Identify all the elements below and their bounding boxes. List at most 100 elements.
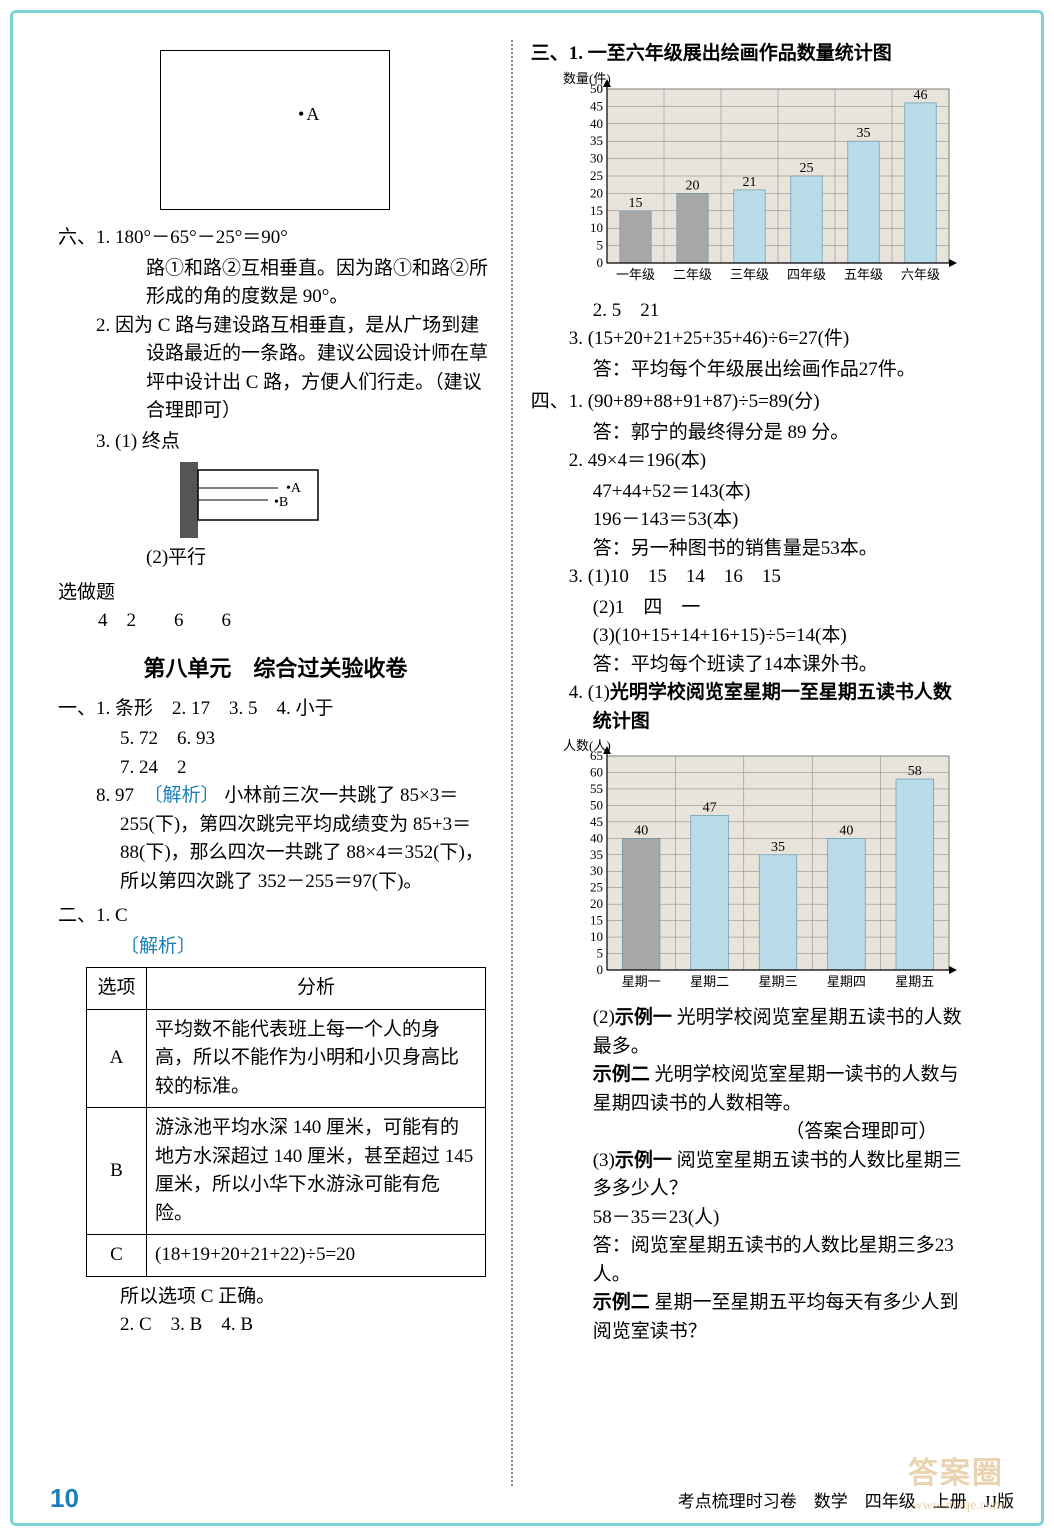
svg-text:58: 58 xyxy=(908,764,922,779)
page-footer: 10 考点梳理时习卷 数学 四年级 上册 JJ版 xyxy=(50,1479,1014,1518)
p3a-tag: 示例一 xyxy=(615,1150,672,1171)
yi-q8: 8. 97 〔解析〕 小林前三次一共跳了 85×3＝255(下)，第四次跳完平均… xyxy=(58,782,493,896)
six-q1-line2: 路①和路②互相垂直。因为路①和路②所形成的角的度数是 90°。 xyxy=(58,255,493,312)
six-q3-p2l: (2) xyxy=(146,547,168,568)
svg-text:25: 25 xyxy=(800,161,814,176)
six-q2-text: 因为 C 路与建设路互相垂直，是从广场到建设路最近的一条路。建议公园设计师在草坪… xyxy=(115,315,488,422)
svg-text:0: 0 xyxy=(597,255,604,270)
p3b-tag: 示例二 xyxy=(593,1292,650,1313)
six-q3-num: 3. xyxy=(96,431,110,452)
svg-text:25: 25 xyxy=(590,880,603,895)
table-row: C (18+19+20+21+22)÷5=20 xyxy=(87,1235,486,1277)
svg-text:21: 21 xyxy=(743,174,757,189)
svg-text:40: 40 xyxy=(634,823,648,838)
san-q3-line1: 3. (15+20+21+25+35+46)÷6=27(件) xyxy=(569,328,850,349)
svg-text:五年级: 五年级 xyxy=(844,267,883,282)
si-q4-p2-note: （答案合理即可） xyxy=(531,1118,968,1147)
svg-text:星期四: 星期四 xyxy=(827,974,866,989)
figure-box: A xyxy=(160,50,390,210)
table-row: A 平均数不能代表班上每一个人的身高，所以不能作为小明和小贝身高比较的标准。 xyxy=(87,1009,486,1108)
svg-text:40: 40 xyxy=(839,823,853,838)
six-q3-p1l: (1) xyxy=(115,431,137,452)
svg-text:10: 10 xyxy=(590,220,603,235)
svg-text:40: 40 xyxy=(590,830,603,845)
san-q1-title: 三、1. 一至六年级展出绘画作品数量统计图 xyxy=(531,40,968,69)
svg-text:40: 40 xyxy=(590,115,603,130)
chart2-svg: 05101520253035404550556065人数(人)40星期一47星期… xyxy=(559,738,959,998)
cell-a: A xyxy=(87,1009,147,1108)
si-q4-p3-ans: 答：阅览室星期五读书的人数比星期三多23人。 xyxy=(531,1232,968,1289)
si-q4-p2a: (2)示例一 光明学校阅览室星期五读书的人数最多。 xyxy=(531,1004,968,1061)
six-q2: 2. 因为 C 路与建设路互相垂直，是从广场到建设路最近的一条路。建议公园设计师… xyxy=(58,312,493,426)
si-q2-l1: 2. 49×4＝196(本) xyxy=(531,447,968,476)
svg-text:35: 35 xyxy=(590,133,603,148)
er-q1: 二、1. C xyxy=(58,902,493,931)
si-q4-p2b: 示例二 光明学校阅览室星期一读书的人数与星期四读书的人数相等。 xyxy=(531,1061,968,1118)
san-q3-l1: 3. (15+20+21+25+35+46)÷6=27(件) xyxy=(531,325,968,354)
svg-text:0: 0 xyxy=(597,962,604,977)
svg-text:三年级: 三年级 xyxy=(730,267,769,282)
p2a-tag: 示例一 xyxy=(615,1007,672,1028)
optional-label: 选做题 xyxy=(58,579,493,608)
si-q3-l3: (3)(10+15+14+16+15)÷5=14(本) xyxy=(531,622,968,651)
er-rest: 2. C 3. B 4. B xyxy=(58,1311,493,1340)
svg-text:•A: •A xyxy=(286,481,302,496)
svg-text:星期二: 星期二 xyxy=(690,974,729,989)
svg-text:星期三: 星期三 xyxy=(759,974,798,989)
si-q2-l2: 47+44+52＝143(本) xyxy=(531,478,968,507)
svg-text:10: 10 xyxy=(590,929,603,944)
si-q4-num: 4. xyxy=(569,682,583,703)
yi-line2: 5. 72 6. 93 xyxy=(58,725,493,754)
watermark-sub: www.mxqe.com xyxy=(912,1495,1004,1516)
svg-text:•B: •B xyxy=(274,495,288,510)
page-number: 10 xyxy=(50,1479,79,1518)
mini-diagram: •A •B xyxy=(178,460,338,540)
yi-q8-num: 8. xyxy=(96,785,110,806)
svg-text:35: 35 xyxy=(857,126,871,141)
si-q4-p3a: (3)示例一 阅览室星期五读书的人数比星期三多多少人？ xyxy=(531,1147,968,1204)
svg-text:46: 46 xyxy=(914,87,928,102)
svg-text:20: 20 xyxy=(686,178,700,193)
si-q1: 四、1. (90+89+88+91+87)÷5=89(分) xyxy=(531,388,968,417)
chart1-svg: 05101520253035404550数量(件)15一年级20二年级21三年级… xyxy=(559,71,959,291)
si-q2-l3: 196－143＝53(本) xyxy=(531,506,968,535)
six-q1-line1: 180°－65°－25°＝90° xyxy=(115,227,288,248)
cell-c-text: (18+19+20+21+22)÷5=20 xyxy=(147,1235,486,1277)
svg-text:15: 15 xyxy=(590,913,603,928)
svg-text:20: 20 xyxy=(590,185,603,200)
si-q2-line1: 2. 49×4＝196(本) xyxy=(569,450,706,471)
svg-text:一年级: 一年级 xyxy=(616,267,655,282)
p2b-tag: 示例二 xyxy=(593,1064,650,1085)
chart1-title: 一至六年级展出绘画作品数量统计图 xyxy=(588,43,892,64)
p3a-label: (3) xyxy=(593,1150,615,1171)
six-q1-num: 1. xyxy=(96,227,110,248)
analysis-tag: 〔解析〕 xyxy=(153,785,220,806)
right-column: 三、1. 一至六年级展出绘画作品数量统计图 051015202530354045… xyxy=(513,40,976,1486)
er-q1-ans: 1. C xyxy=(96,905,128,926)
si-q4-p1: (1) xyxy=(588,682,610,703)
svg-text:30: 30 xyxy=(590,863,603,878)
six-q3-p2: (2)平行 xyxy=(58,544,493,573)
th-option: 选项 xyxy=(87,968,147,1010)
svg-text:60: 60 xyxy=(590,764,603,779)
svg-text:15: 15 xyxy=(590,202,603,217)
svg-text:5: 5 xyxy=(597,946,604,961)
svg-text:35: 35 xyxy=(771,840,785,855)
yi-line1: 一、1. 条形 2. 17 3. 5 4. 小于 xyxy=(58,695,493,724)
svg-text:55: 55 xyxy=(590,781,603,796)
si-q3-l4: 答：平均每个班读了14本课外书。 xyxy=(531,651,968,680)
svg-text:47: 47 xyxy=(703,800,717,815)
san-q2: 2. 5 21 xyxy=(531,297,968,326)
table-row-head: 选项 分析 xyxy=(87,968,486,1010)
svg-text:星期一: 星期一 xyxy=(622,974,661,989)
er-analysis-tag: 〔解析〕 xyxy=(58,933,493,962)
cell-c: C xyxy=(87,1235,147,1277)
six-q3: 3. (1) 终点 xyxy=(58,428,493,457)
cell-a-text: 平均数不能代表班上每一个人的身高，所以不能作为小明和小贝身高比较的标准。 xyxy=(147,1009,486,1108)
mini-diagram-svg: •A •B xyxy=(178,460,338,540)
si-q4-p3b: 示例二 星期一至星期五平均每天有多少人到阅览室读书？ xyxy=(531,1289,968,1346)
watermark: 答案圈 xyxy=(908,1451,1004,1496)
six-q1: 六、1. 180°－65°－25°＝90° xyxy=(58,224,493,253)
six-q3-p2t: 平行 xyxy=(168,547,206,568)
unit-title: 第八单元 综合过关验收卷 xyxy=(58,652,493,685)
